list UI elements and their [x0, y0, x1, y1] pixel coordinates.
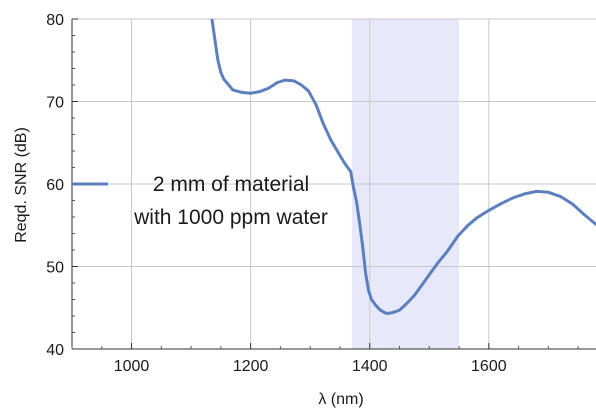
legend-label-line-1: 2 mm of material [153, 173, 309, 196]
x-tick-label: 1200 [233, 358, 269, 375]
series-line [210, 19, 596, 315]
x-tick-label: 1400 [352, 358, 388, 375]
y-tick-label: 70 [46, 95, 64, 112]
x-tick-label: 1000 [114, 358, 150, 375]
legend: 2 mm of material with 1000 ppm water [72, 173, 328, 229]
y-tick-label: 80 [46, 12, 64, 29]
y-axis-label: Reqd. SNR (dB) [13, 127, 30, 243]
y-tick-label: 50 [46, 260, 64, 277]
y-tick-label: 60 [46, 177, 64, 194]
legend-label-line-2: with 1000 ppm water [133, 206, 328, 229]
y-tick-label: 40 [46, 342, 64, 359]
x-tick-label: 1600 [471, 358, 507, 375]
grid-layer [72, 18, 596, 350]
x-axis-label: λ (nm) [318, 391, 363, 408]
series-layer [210, 19, 596, 315]
tick-layer: 1000 1200 1400 1600 40 50 60 70 80 [46, 12, 579, 375]
